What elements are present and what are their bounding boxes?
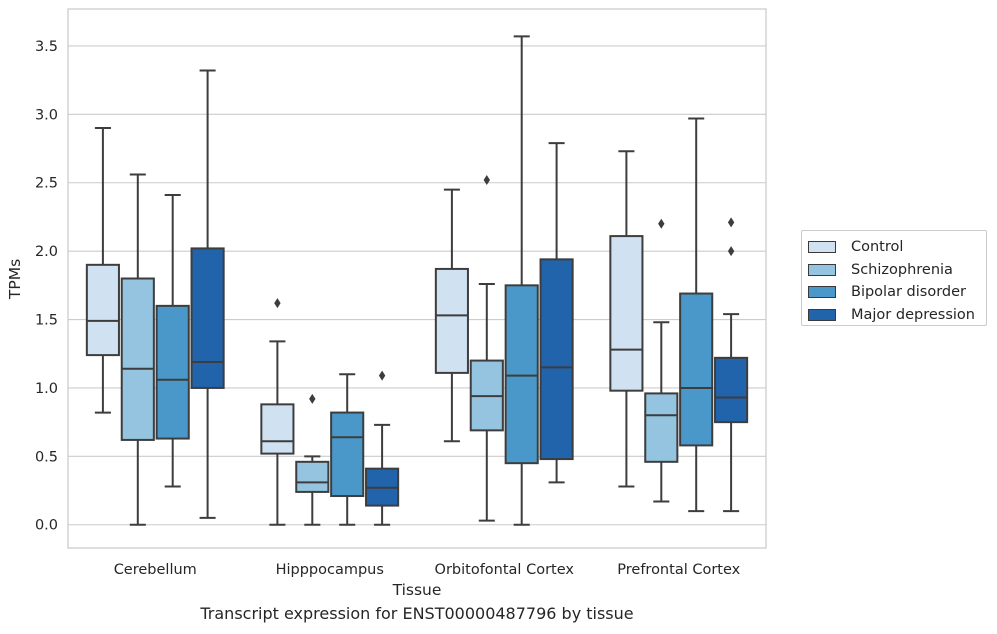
box-group <box>469 175 504 522</box>
outlier-point <box>727 246 735 257</box>
box-group <box>679 117 714 513</box>
box-group <box>295 393 330 526</box>
box <box>295 460 330 493</box>
y-tick-label: 2.5 <box>35 176 58 192</box>
box-group <box>504 35 539 526</box>
y-tick-label: 1.5 <box>35 313 58 329</box>
box <box>609 235 644 392</box>
box-group <box>330 373 365 526</box>
box-group <box>644 218 679 503</box>
box <box>504 284 539 465</box>
box-group <box>155 194 190 488</box>
x-tick-label: Cerebellum <box>114 562 197 578</box>
box-group <box>260 298 295 526</box>
box <box>260 403 295 455</box>
outlier-point <box>309 393 316 404</box>
box-group <box>365 370 400 526</box>
box-group <box>85 127 120 414</box>
y-axis-label: TPMs <box>6 259 24 300</box>
figure-caption: Transcript expression for ENST0000048779… <box>200 604 634 623</box>
box-group <box>434 188 469 443</box>
box <box>155 304 190 440</box>
legend-swatch <box>808 263 836 276</box>
legend-label: Bipolar disorder <box>851 284 966 301</box>
legend-swatch <box>808 308 836 321</box>
box <box>330 411 365 498</box>
legend-label: Schizophrenia <box>851 261 953 278</box>
x-tick-label: Hipppocampus <box>276 562 384 578</box>
legend-item: Schizophrenia <box>802 259 986 282</box>
x-axis-label: Tissue <box>392 581 442 599</box>
outlier-point <box>378 370 386 381</box>
legend-item: Control <box>802 236 986 259</box>
boxes <box>85 35 749 526</box>
legend-label: Control <box>851 239 904 256</box>
y-tick-label: 3.0 <box>35 107 58 123</box>
box-group <box>609 150 644 488</box>
outlier-point <box>483 175 490 186</box>
legend-item: Bipolar disorder <box>802 281 986 304</box>
box-group <box>714 217 749 513</box>
x-tick-labels: Cerebellum Hipppocampus Orbitofontal Corte… <box>114 562 741 578</box>
box-group <box>190 69 225 519</box>
box <box>539 258 574 461</box>
y-tick-label: 0.0 <box>35 518 58 534</box>
y-tick-label: 0.5 <box>35 449 58 465</box>
box <box>120 277 155 441</box>
legend-swatch <box>808 241 836 254</box>
y-tick-labels: 0.0 0.5 1.0 1.5 2.0 2.5 3.0 3.5 <box>35 39 58 534</box>
y-tick-label: 1.0 <box>35 381 58 397</box>
plot-frame <box>67 8 767 549</box>
box <box>85 263 120 357</box>
legend: Control Schizophrenia Bipolar disorder Majo… <box>801 230 987 326</box>
y-tick-label: 2.0 <box>35 244 58 260</box>
y-tick-label: 3.5 <box>35 39 58 55</box>
x-tick-label: Prefrontal Cortex <box>617 562 740 578</box>
legend-label: Major depression <box>851 306 975 323</box>
outlier-point <box>727 217 735 228</box>
box-group <box>539 142 574 484</box>
box <box>644 392 679 463</box>
legend-item: Major depression <box>802 304 986 327</box>
box-group <box>120 173 155 526</box>
outlier-point <box>658 218 665 229</box>
box <box>434 267 469 374</box>
box <box>190 247 225 389</box>
box <box>679 292 714 447</box>
x-tick-label: Orbitofontal Cortex <box>435 562 575 578</box>
box <box>714 356 749 424</box>
outlier-point <box>274 298 281 309</box>
legend-swatch <box>808 286 836 299</box>
